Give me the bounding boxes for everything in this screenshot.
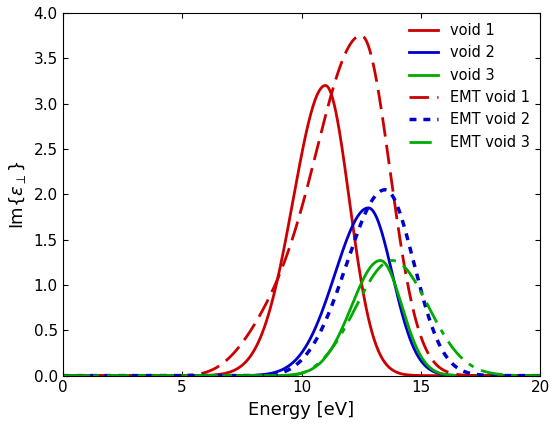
EMT void 1 [476, 373, 483, 378]
EMT void 3 [114, 373, 120, 378]
void 1 [59, 373, 66, 378]
void 3 [528, 373, 535, 378]
void 3 [377, 258, 384, 263]
EMT void 3 [242, 373, 249, 378]
void 3 [263, 373, 270, 378]
void 1 [537, 373, 544, 378]
EMT void 1 [537, 373, 544, 378]
Line: void 2: void 2 [62, 208, 540, 376]
Line: void 1: void 1 [62, 86, 540, 376]
void 1 [263, 318, 270, 323]
EMT void 3 [263, 373, 270, 378]
EMT void 3 [528, 373, 535, 378]
void 2 [537, 373, 544, 378]
void 2 [528, 373, 535, 378]
Legend: void 1, void 2, void 3, EMT void 1, EMT void 2, EMT void 3: void 1, void 2, void 3, EMT void 1, EMT … [403, 17, 536, 155]
void 1 [142, 373, 149, 378]
void 3 [114, 373, 120, 378]
EMT void 1 [242, 335, 249, 340]
EMT void 2 [528, 373, 535, 378]
X-axis label: Energy [eV]: Energy [eV] [248, 401, 355, 419]
void 2 [476, 373, 483, 378]
void 3 [476, 373, 483, 378]
void 3 [142, 373, 149, 378]
EMT void 3 [59, 373, 66, 378]
Y-axis label: Im{$\epsilon_\perp$}: Im{$\epsilon_\perp$} [7, 160, 28, 229]
EMT void 3 [476, 367, 483, 372]
void 3 [242, 373, 249, 378]
EMT void 2 [242, 373, 249, 378]
EMT void 1 [59, 373, 66, 378]
void 2 [59, 373, 66, 378]
void 2 [142, 373, 149, 378]
void 3 [59, 373, 66, 378]
EMT void 3 [389, 258, 395, 263]
EMT void 1 [263, 300, 270, 305]
Line: EMT void 2: EMT void 2 [62, 190, 540, 376]
EMT void 1 [142, 373, 149, 378]
Line: EMT void 1: EMT void 1 [62, 35, 540, 376]
void 2 [242, 373, 249, 378]
EMT void 2 [476, 372, 483, 377]
void 2 [114, 373, 120, 378]
void 1 [242, 359, 249, 364]
EMT void 2 [382, 187, 388, 192]
void 1 [114, 373, 120, 378]
void 2 [263, 371, 270, 377]
void 3 [537, 373, 544, 378]
EMT void 1 [528, 373, 535, 378]
EMT void 3 [142, 373, 149, 378]
Line: void 3: void 3 [62, 260, 540, 376]
EMT void 2 [59, 373, 66, 378]
EMT void 2 [142, 373, 149, 378]
EMT void 2 [114, 373, 120, 378]
void 1 [476, 373, 483, 378]
void 1 [528, 373, 535, 378]
EMT void 3 [537, 373, 544, 378]
EMT void 2 [537, 373, 544, 378]
Line: EMT void 3: EMT void 3 [62, 260, 540, 376]
EMT void 1 [358, 33, 364, 38]
EMT void 2 [263, 373, 270, 378]
void 2 [365, 205, 372, 210]
EMT void 1 [114, 373, 120, 378]
void 1 [322, 83, 329, 88]
